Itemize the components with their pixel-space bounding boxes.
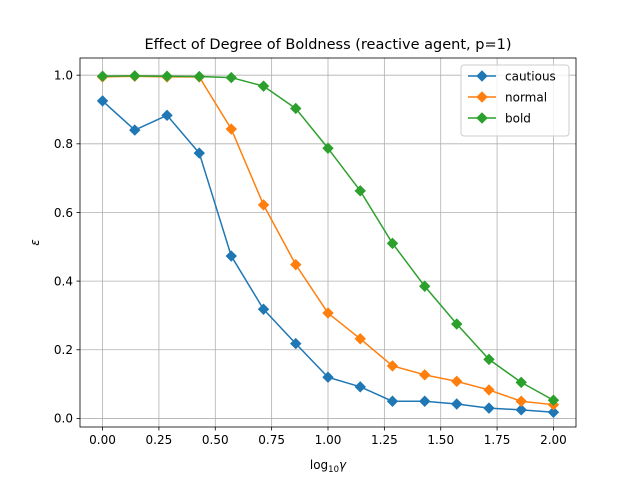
data-point-cautious [161,109,173,122]
x-axis-label-subscript: 10 [328,465,339,475]
data-point-bold [354,185,366,197]
data-point-cautious [419,395,431,407]
legend-marker-normal [476,91,488,103]
data-point-bold [547,394,560,406]
data-point-normal [257,199,270,211]
x-axis-label-gamma: γ [339,458,347,472]
x-tick-label: 0.75 [258,433,285,447]
legend-item-normal: normal [468,90,547,104]
data-point-cautious [290,337,302,350]
legend-marker-bold [476,112,488,124]
y-tick-label: 0.2 [54,343,73,357]
x-tick-label: 0.50 [202,433,229,447]
data-point-cautious [451,398,463,410]
data-point-cautious [193,147,205,159]
data-point-normal [419,369,431,381]
legend-label-cautious: cautious [505,69,556,83]
data-point-cautious [354,381,366,393]
data-point-cautious [386,395,399,407]
y-tick-label: 0.8 [54,137,73,151]
data-point-normal [451,375,463,388]
x-tick-label: 2.00 [540,433,567,447]
data-point-cautious [225,250,237,262]
legend-label-bold: bold [505,111,531,125]
data-point-bold [225,71,237,84]
x-axis-label: log10γ [310,458,347,475]
data-point-bold [483,353,495,366]
ticks: 0.00 0.25 0.50 0.75 1.00 1.25 1.50 1.75 2.00 0.0 0… [54,68,567,447]
x-tick-label: 1.50 [427,433,454,447]
y-tick-label: 1.0 [54,68,73,82]
series-cautious [96,95,560,418]
y-axis-label: ε [28,239,42,246]
chart-title: Effect of Degree of Boldness (reactive a… [144,37,511,53]
data-point-bold [322,142,334,154]
data-point-cautious [96,95,109,107]
data-point-bold [419,280,431,292]
data-point-normal [386,360,399,372]
data-point-bold [129,70,141,82]
series-bold [96,70,560,406]
data-point-bold [386,237,399,250]
data-point-bold [161,70,173,82]
data-point-bold [96,70,109,82]
series-layer [96,70,560,418]
x-tick-label: 1.75 [484,433,511,447]
x-axis-label-log: log [310,458,328,472]
legend: cautious normal bold [460,64,570,137]
data-point-normal [354,333,366,345]
data-point-cautious [129,124,141,136]
x-tick-label: 1.00 [315,433,342,447]
y-tick-label: 0.0 [54,412,73,426]
data-point-cautious [483,402,495,414]
data-point-cautious [547,406,560,418]
data-point-normal [290,258,302,271]
data-point-normal [225,123,237,135]
y-tick-label: 0.6 [54,206,73,220]
x-tick-label: 0.00 [89,433,116,447]
data-point-bold [193,70,205,83]
data-point-normal [515,395,527,407]
data-point-bold [515,376,527,389]
data-point-bold [451,318,463,330]
data-point-cautious [257,303,270,315]
y-tick-label: 0.4 [54,274,73,288]
data-point-normal [322,307,334,319]
legend-item-cautious: cautious [468,69,556,83]
x-tick-label: 1.25 [371,433,398,447]
x-tick-label: 0.25 [146,433,173,447]
data-point-bold [290,102,302,115]
data-point-cautious [322,371,334,383]
legend-label-normal: normal [505,90,547,104]
legend-item-bold: bold [468,111,531,125]
data-point-cautious [515,404,527,416]
data-point-normal [483,384,495,396]
legend-marker-cautious [476,70,488,82]
data-point-bold [257,80,270,92]
